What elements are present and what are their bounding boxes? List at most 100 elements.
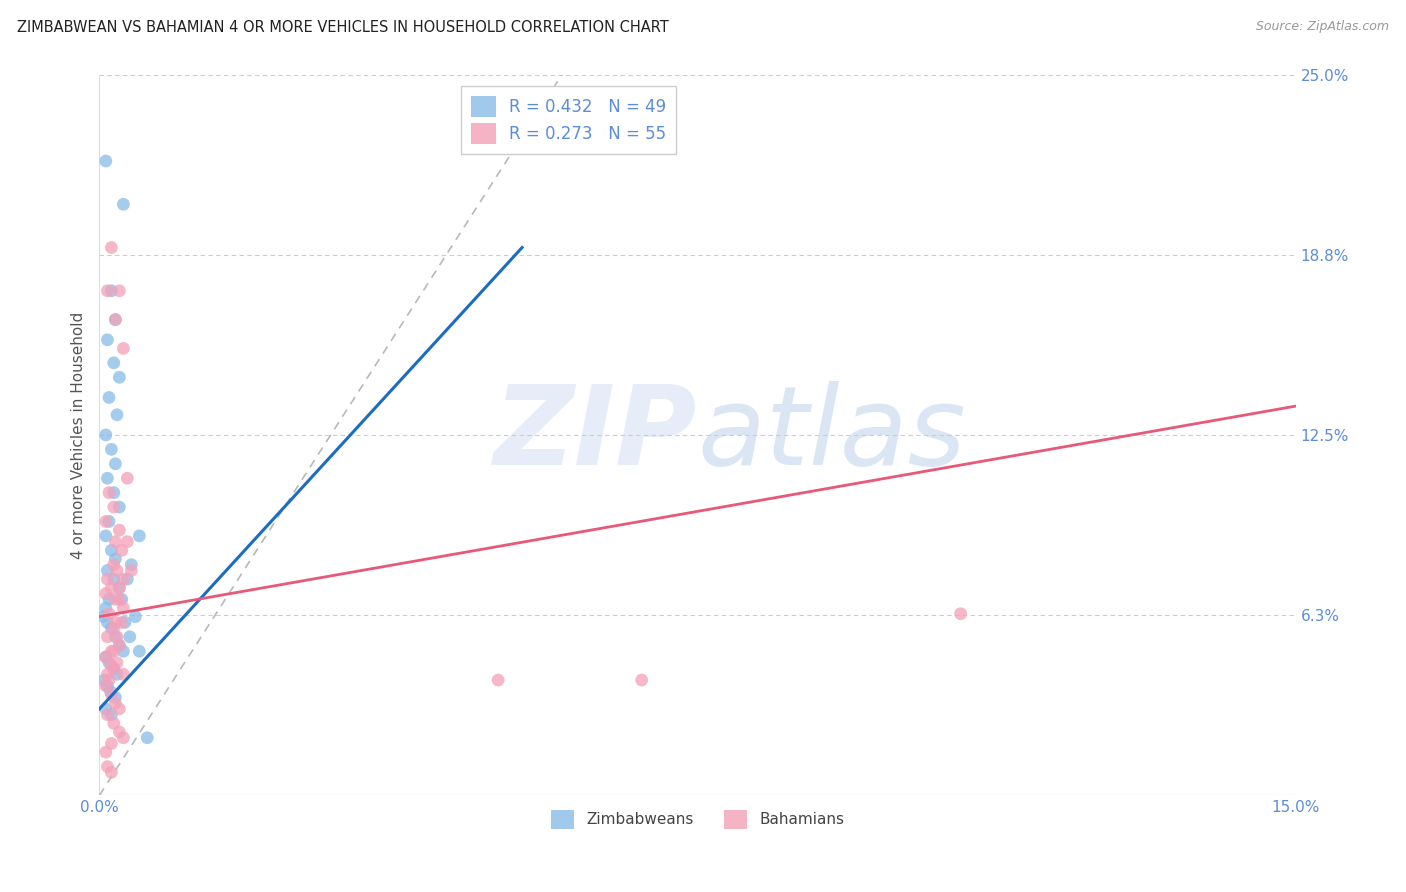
Point (96, 667, 118, 681)
Text: ZIP: ZIP (494, 382, 697, 489)
Point (100, 644, 122, 658)
Point (104, 615, 127, 630)
Point (103, 356, 125, 370)
Point (94, 745, 117, 759)
Point (94, 702, 117, 716)
Point (108, 639, 131, 653)
Point (94, 650, 117, 665)
Point (103, 572, 125, 586)
Point (108, 581, 131, 595)
Point (100, 688, 122, 702)
Point (108, 370, 131, 384)
Point (93, 673, 115, 687)
Point (96, 630, 118, 644)
Point (100, 621, 122, 635)
Point (103, 661, 125, 675)
Point (94, 154, 117, 169)
Point (120, 564, 142, 578)
Point (96, 707, 118, 722)
Point (103, 661, 125, 675)
Point (105, 408, 128, 422)
Point (108, 592, 131, 607)
Point (94, 586, 117, 600)
Point (103, 644, 125, 658)
Point (93, 609, 115, 624)
Point (96, 284, 118, 298)
Point (105, 630, 128, 644)
Point (94, 515, 117, 529)
Point (111, 543, 134, 558)
Point (98, 607, 121, 621)
Point (98, 515, 121, 529)
Point (108, 284, 131, 298)
Point (100, 707, 122, 722)
Point (104, 630, 127, 644)
Point (949, 607, 972, 621)
Point (100, 684, 122, 698)
Point (98, 391, 121, 405)
Point (120, 558, 142, 572)
Point (105, 656, 128, 670)
Point (104, 552, 127, 566)
Point (112, 342, 135, 356)
Point (112, 197, 135, 211)
Point (94, 601, 117, 615)
Point (96, 333, 118, 347)
Point (103, 500, 125, 514)
Point (104, 592, 127, 607)
Point (100, 284, 122, 298)
Point (108, 639, 131, 653)
Point (124, 609, 146, 624)
Point (105, 667, 128, 681)
Text: Source: ZipAtlas.com: Source: ZipAtlas.com (1256, 20, 1389, 33)
Point (108, 500, 131, 514)
Point (96, 679, 118, 693)
Point (103, 621, 125, 635)
Point (486, 673, 509, 687)
Point (630, 673, 652, 687)
Point (105, 564, 128, 578)
Point (96, 572, 118, 586)
Point (117, 471, 139, 485)
Point (98, 592, 121, 607)
Point (104, 696, 127, 710)
Point (117, 572, 139, 586)
Point (108, 725, 131, 739)
Point (96, 564, 118, 578)
Point (104, 534, 127, 549)
Point (100, 240, 122, 254)
Point (114, 615, 136, 630)
Point (98, 485, 121, 500)
Point (94, 428, 117, 442)
Point (96, 471, 118, 485)
Point (98, 656, 121, 670)
Point (108, 581, 131, 595)
Point (108, 523, 131, 537)
Legend: Zimbabweans, Bahamians: Zimbabweans, Bahamians (544, 804, 851, 835)
Point (100, 442, 122, 457)
Point (100, 658, 122, 673)
Y-axis label: 4 or more Vehicles in Household: 4 or more Vehicles in Household (72, 311, 86, 558)
Point (104, 457, 127, 471)
Point (94, 679, 117, 693)
Point (103, 716, 125, 731)
Point (112, 731, 135, 745)
Point (103, 485, 125, 500)
Point (94, 650, 117, 665)
Point (104, 690, 127, 705)
Point (128, 644, 150, 658)
Point (94, 529, 117, 543)
Point (112, 644, 135, 658)
Point (112, 572, 135, 586)
Point (98, 673, 121, 687)
Point (108, 702, 131, 716)
Point (112, 601, 135, 615)
Point (104, 312, 127, 326)
Point (104, 312, 127, 326)
Point (136, 731, 159, 745)
Point (100, 581, 122, 595)
Point (118, 630, 141, 644)
Point (128, 529, 150, 543)
Text: atlas: atlas (697, 382, 966, 489)
Point (100, 765, 122, 780)
